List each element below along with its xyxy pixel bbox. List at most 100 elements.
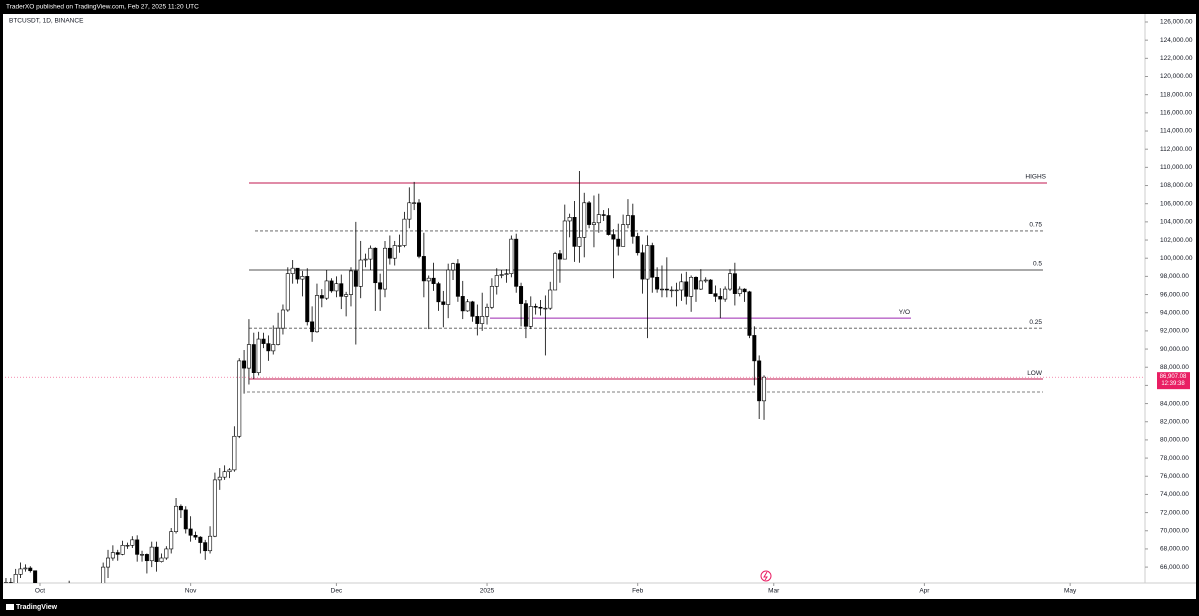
candle-body — [261, 338, 266, 344]
candle-body — [480, 316, 485, 324]
candle-body — [713, 293, 718, 297]
candle-body — [669, 289, 674, 292]
candle-body — [465, 301, 470, 312]
icon-bolt — [763, 571, 768, 581]
candle-body — [664, 288, 669, 291]
candle-body — [373, 247, 378, 284]
x-tick-label: Dec — [331, 588, 343, 595]
candle-body — [519, 286, 524, 304]
chart-area — [3, 14, 1196, 599]
y-tick-label: 90,000.00 — [1160, 346, 1189, 353]
candle-body — [271, 344, 276, 352]
y-tick-label: 124,000.00 — [1160, 37, 1193, 44]
candle-body — [178, 505, 183, 511]
candle-body — [149, 546, 154, 562]
y-tick-label: 80,000.00 — [1160, 437, 1189, 444]
candle-body — [246, 344, 251, 369]
candle-body — [222, 471, 227, 478]
candle-body — [193, 535, 198, 538]
header: TraderXO published on TradingView.com, F… — [6, 4, 199, 11]
level-label: LOW — [1027, 370, 1043, 377]
y-tick-label: 92,000.00 — [1160, 328, 1189, 335]
candle-body — [460, 296, 465, 312]
candle-body — [567, 217, 572, 222]
candle-body — [329, 280, 334, 292]
candle-body — [363, 258, 368, 261]
candle-body — [557, 253, 562, 260]
candle-body — [339, 283, 344, 297]
candle-body — [23, 567, 28, 570]
candle-body — [679, 281, 684, 291]
candle-body — [305, 276, 310, 323]
candle-body — [543, 307, 548, 310]
y-tick-label: 68,000.00 — [1160, 546, 1189, 553]
candle-body — [106, 557, 111, 568]
candle-body — [3, 582, 8, 583]
candle-body — [426, 277, 431, 282]
candle-body — [732, 273, 737, 294]
y-tick-label: 72,000.00 — [1160, 509, 1189, 516]
candle-body — [446, 269, 451, 305]
candle-body — [130, 539, 135, 546]
y-tick-label: 114,000.00 — [1160, 128, 1192, 135]
candle-body — [650, 245, 655, 278]
candle-body — [407, 202, 412, 220]
candle-body — [28, 567, 33, 572]
y-tick-label: 102,000.00 — [1160, 237, 1193, 244]
candle-body — [314, 295, 319, 333]
candle-body — [475, 316, 480, 324]
candle-body — [747, 291, 752, 336]
candle-body — [470, 301, 475, 317]
candle-body — [256, 338, 261, 373]
candle-body — [659, 288, 664, 291]
x-tick-label: 2025 — [480, 588, 495, 595]
candle-body — [698, 280, 703, 290]
candle-body — [290, 267, 295, 274]
candle-body — [582, 202, 587, 238]
candle-body — [708, 279, 713, 294]
candle-body — [757, 360, 762, 402]
candle-body — [587, 202, 592, 225]
candle-body — [276, 327, 281, 345]
candle-body — [577, 237, 582, 247]
candle-body — [8, 582, 13, 583]
x-tick-label: Nov — [185, 588, 197, 595]
candle-body — [635, 236, 640, 254]
candle-body — [115, 552, 120, 555]
x-tick-label: Feb — [632, 588, 644, 595]
candle-body — [611, 234, 616, 240]
candle-body — [237, 360, 242, 437]
candle-body — [514, 238, 519, 287]
y-tick-label: 98,000.00 — [1160, 273, 1189, 280]
candle-body — [378, 282, 383, 290]
candle-body — [13, 574, 18, 583]
icon-circle — [760, 570, 772, 582]
candle-body — [285, 273, 290, 311]
candle-body — [397, 245, 402, 247]
y-tick-label: 122,000.00 — [1160, 55, 1193, 62]
y-tick-label: 70,000.00 — [1160, 527, 1189, 534]
candle-body — [616, 238, 621, 247]
x-tick-label: Apr — [919, 588, 930, 595]
candle-body — [154, 546, 159, 562]
candle-body — [538, 306, 543, 309]
symbol-title: BTCUSDT, 1D, BINANCE — [9, 18, 84, 25]
candle-body — [640, 252, 645, 280]
candle-body — [693, 276, 698, 290]
candle-body — [591, 222, 596, 225]
candle-body — [295, 267, 300, 280]
candle-body — [621, 224, 626, 247]
candle-body — [689, 276, 694, 297]
candle-body — [101, 566, 106, 583]
candle-body — [387, 247, 392, 259]
candle-body — [358, 259, 363, 287]
candle-body — [684, 281, 689, 297]
candle-body — [572, 217, 577, 247]
y-tick-label: 94,000.00 — [1160, 309, 1189, 316]
candle-body — [523, 303, 528, 327]
candle-body — [242, 360, 247, 369]
candle-body — [140, 554, 145, 556]
y-tick-label: 112,000.00 — [1160, 146, 1192, 153]
candle-body — [485, 306, 490, 317]
